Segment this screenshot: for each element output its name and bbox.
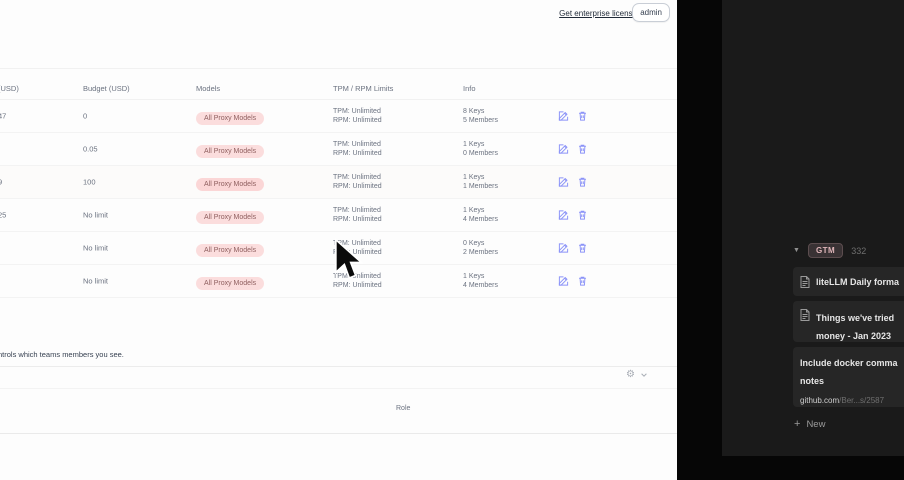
tpm-rpm-cell: TPM: Unlimited RPM: Unlimited: [333, 273, 382, 289]
plus-icon: +: [794, 418, 801, 430]
admin-user-button[interactable]: admin: [632, 3, 670, 22]
col-header-models: Models: [196, 84, 221, 93]
divider: [0, 433, 677, 434]
col-header-budget: Budget (USD): [83, 84, 130, 93]
info-cell: 1 Keys 0 Members: [463, 141, 499, 157]
disclosure-triangle-icon[interactable]: ▼: [793, 247, 800, 254]
spend-cell: 25: [0, 210, 7, 220]
get-enterprise-license-link[interactable]: Get enterprise license: [559, 9, 637, 18]
tpm-rpm-cell: TPM: Unlimited RPM: Unlimited: [333, 207, 382, 223]
models-badge: All Proxy Models: [196, 145, 265, 158]
col-header-spend: (USD): [0, 84, 19, 93]
info-cell: 1 Keys 4 Members: [463, 207, 499, 223]
delete-team-icon[interactable]: [577, 144, 588, 155]
table-row: 9 100 All Proxy Models TPM: Unlimited RPM…: [0, 166, 677, 199]
chevron-down-icon[interactable]: [640, 371, 648, 379]
note-item[interactable]: liteLLM Daily forma: [793, 267, 904, 296]
edit-team-icon[interactable]: [558, 276, 569, 287]
models-badge: All Proxy Models: [196, 277, 265, 290]
col-header-tpm-rpm: TPM / RPM Limits: [333, 84, 394, 93]
budget-cell: 0.05: [83, 144, 98, 154]
table-row: No limit All Proxy Models TPM: Unlimited…: [0, 232, 677, 265]
spend-cell: 9: [0, 177, 3, 187]
info-cell: 0 Keys 2 Members: [463, 240, 499, 256]
github-link[interactable]: github.com/Ber...s/2587: [800, 396, 885, 405]
delete-team-icon[interactable]: [577, 243, 588, 254]
budget-cell: No limit: [83, 243, 109, 253]
col-header-info: Info: [463, 84, 476, 93]
tpm-rpm-cell: TPM: Unlimited RPM: Unlimited: [333, 108, 382, 124]
models-badge: All Proxy Models: [196, 244, 265, 257]
top-bar: Get enterprise license admin: [0, 0, 677, 28]
tpm-rpm-cell: TPM: Unlimited RPM: Unlimited: [333, 240, 382, 256]
edit-team-icon[interactable]: [558, 144, 569, 155]
gtm-tag-badge[interactable]: GTM: [807, 243, 844, 258]
table-row: 25 No limit All Proxy Models TPM: Unlimi…: [0, 199, 677, 232]
table-settings-control[interactable]: ⚙: [626, 370, 648, 380]
admin-app-panel: Get enterprise license admin (USD) Budge…: [0, 0, 677, 480]
tpm-rpm-cell: TPM: Unlimited RPM: Unlimited: [333, 174, 382, 190]
budget-cell: 100: [83, 177, 96, 187]
teams-visibility-caption: ntrols which teams members you see.: [0, 350, 124, 359]
table-row: 47 0 All Proxy Models TPM: Unlimited RPM:…: [0, 100, 677, 133]
edit-team-icon[interactable]: [558, 243, 569, 254]
delete-team-icon[interactable]: [577, 111, 588, 122]
group-count: 332: [851, 245, 867, 256]
gtm-group-row[interactable]: ▼ GTM 332: [793, 243, 866, 258]
edit-team-icon[interactable]: [558, 177, 569, 188]
info-cell: 1 Keys 1 Members: [463, 174, 499, 190]
note-title: Things we've tried money - Jan 2023: [816, 313, 895, 341]
models-badge: All Proxy Models: [196, 112, 265, 125]
divider: [0, 388, 677, 389]
document-icon: [800, 276, 810, 288]
new-note-button[interactable]: + New: [794, 418, 826, 431]
delete-team-icon[interactable]: [577, 276, 588, 287]
table-row: No limit All Proxy Models TPM: Unlimited…: [0, 265, 677, 298]
edit-team-icon[interactable]: [558, 111, 569, 122]
document-icon: [800, 309, 810, 321]
role-column-header: Role: [396, 405, 411, 412]
budget-cell: No limit: [83, 210, 109, 220]
note-title: liteLLM Daily forma: [816, 276, 900, 287]
budget-cell: No limit: [83, 276, 109, 286]
delete-team-icon[interactable]: [577, 210, 588, 221]
note-item[interactable]: Things we've tried money - Jan 2023: [793, 301, 904, 342]
spend-cell: 47: [0, 111, 7, 121]
info-cell: 1 Keys 4 Members: [463, 273, 499, 289]
table-header-row: (USD) Budget (USD) Models TPM / RPM Limi…: [0, 68, 677, 100]
delete-team-icon[interactable]: [577, 177, 588, 188]
note-title: Include docker comma notes: [800, 358, 898, 386]
models-badge: All Proxy Models: [196, 178, 265, 191]
tpm-rpm-cell: TPM: Unlimited RPM: Unlimited: [333, 141, 382, 157]
budget-cell: 0: [83, 111, 88, 121]
table-row: 0.05 All Proxy Models TPM: Unlimited RPM:…: [0, 133, 677, 166]
divider: [0, 366, 677, 367]
gear-icon[interactable]: ⚙: [626, 369, 635, 380]
edit-team-icon[interactable]: [558, 210, 569, 221]
note-item[interactable]: Include docker comma notes github.com/Be…: [793, 347, 904, 407]
info-cell: 8 Keys 5 Members: [463, 108, 499, 124]
models-badge: All Proxy Models: [196, 211, 265, 224]
notes-side-panel: ▼ GTM 332 liteLLM Daily forma Things we'…: [722, 0, 904, 456]
